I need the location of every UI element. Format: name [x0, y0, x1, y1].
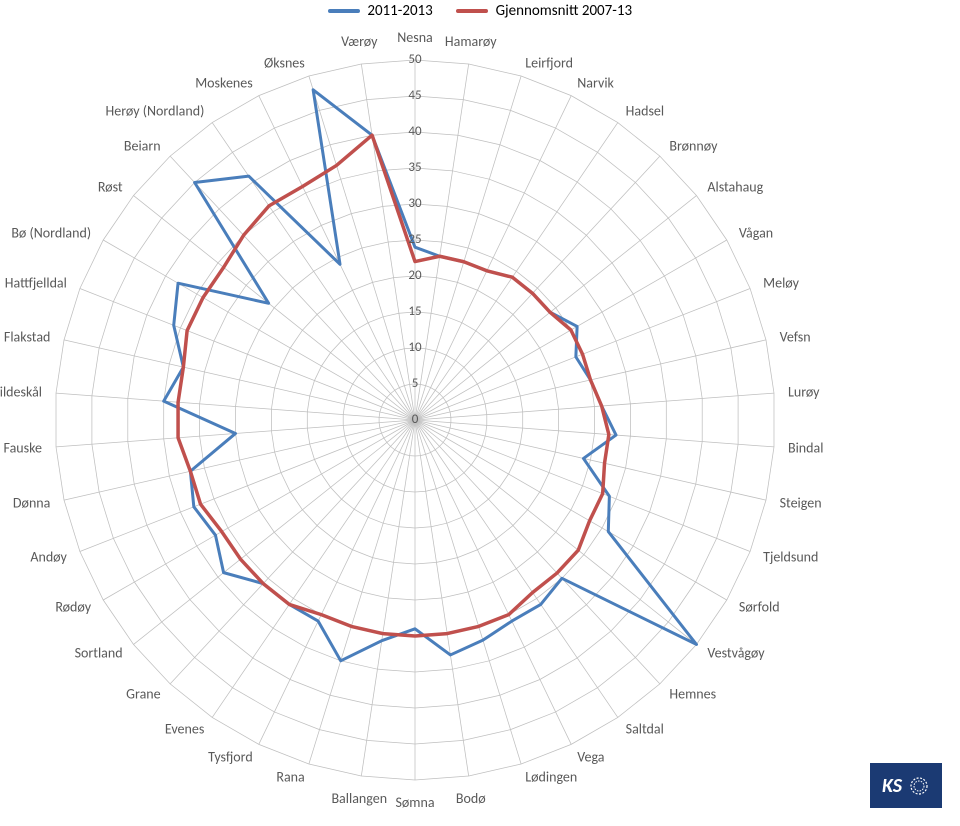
tick-label: 45 — [408, 88, 421, 103]
legend-label-2: Gjennomsnitt 2007-13 — [496, 2, 632, 20]
axis-label: Rødøy — [55, 599, 91, 616]
axis-label: Værøy — [341, 33, 377, 50]
axis-label: Steigen — [780, 495, 822, 512]
axis-label: Evenes — [165, 721, 204, 738]
axis-label: Alstahaug — [707, 178, 763, 195]
tick-label: 0 — [412, 412, 419, 427]
axis-label: Vega — [577, 748, 604, 765]
axis-label: Narvik — [577, 75, 614, 92]
legend-swatch-2 — [456, 9, 488, 13]
axis-label: Sortland — [75, 645, 123, 662]
axis-label: Hamarøy — [445, 33, 497, 50]
axis-label: Gildeskål — [0, 384, 42, 401]
axis-label: Hadsel — [626, 102, 664, 119]
axis-label: Nesna — [397, 29, 433, 46]
tick-label: 30 — [408, 196, 421, 211]
axis-label: Rana — [276, 769, 304, 786]
axis-label: Hattfjelldal — [5, 275, 67, 292]
axis-label: Røst — [98, 178, 123, 195]
tick-label: 10 — [408, 340, 421, 355]
axis-label: Grane — [126, 686, 160, 703]
axis-label: Vestvågøy — [707, 645, 764, 662]
axis-label: Øksnes — [264, 54, 305, 71]
axis-label: Leirfjord — [525, 54, 573, 71]
axis-label: Sørfold — [739, 599, 780, 616]
axis-label: Sømna — [395, 794, 434, 811]
axis-label: Flakstad — [4, 328, 50, 345]
axis-label: Vefsn — [780, 328, 811, 345]
tick-label: 25 — [408, 232, 421, 247]
tick-label: 20 — [408, 268, 421, 283]
axis-label: Moskenes — [195, 75, 253, 92]
tick-label: 5 — [412, 376, 419, 391]
axis-label: Hemnes — [669, 686, 716, 703]
legend-label-1: 2011-2013 — [367, 2, 432, 20]
legend: 2011-2013 Gjennomsnitt 2007-13 — [0, 2, 960, 20]
axis-label: Brønnøy — [669, 137, 717, 154]
axis-label: Ballangen — [331, 790, 387, 807]
axis-label: Lurøy — [788, 384, 820, 401]
axis-label: Tjeldsund — [763, 548, 818, 565]
tick-label: 40 — [408, 124, 421, 139]
ks-logo: KS — [870, 763, 942, 808]
axis-label: Meløy — [763, 275, 799, 292]
logo-wreath-icon — [908, 775, 930, 797]
axis-label: Beiarn — [124, 137, 161, 154]
axis-label: Herøy (Nordland) — [106, 102, 205, 119]
axis-label: Fauske — [4, 439, 42, 456]
legend-item-2: Gjennomsnitt 2007-13 — [456, 2, 632, 20]
legend-item-1: 2011-2013 — [328, 2, 433, 20]
legend-swatch-1 — [328, 9, 360, 13]
axis-label: Dønna — [13, 495, 50, 512]
tick-label: 35 — [408, 160, 421, 175]
logo-text: KS — [882, 774, 902, 798]
tick-label: 50 — [408, 52, 421, 67]
axis-label: Saltdal — [626, 721, 664, 738]
tick-label: 15 — [408, 304, 421, 319]
axis-label: Tysfjord — [208, 748, 253, 765]
axis-label: Bø (Nordland) — [11, 225, 91, 242]
axis-label: Vågan — [739, 225, 773, 242]
axis-label: Lødingen — [525, 769, 577, 786]
axis-label: Andøy — [30, 548, 66, 565]
axis-label: Bodø — [456, 790, 486, 807]
axis-label: Bindal — [788, 439, 823, 456]
